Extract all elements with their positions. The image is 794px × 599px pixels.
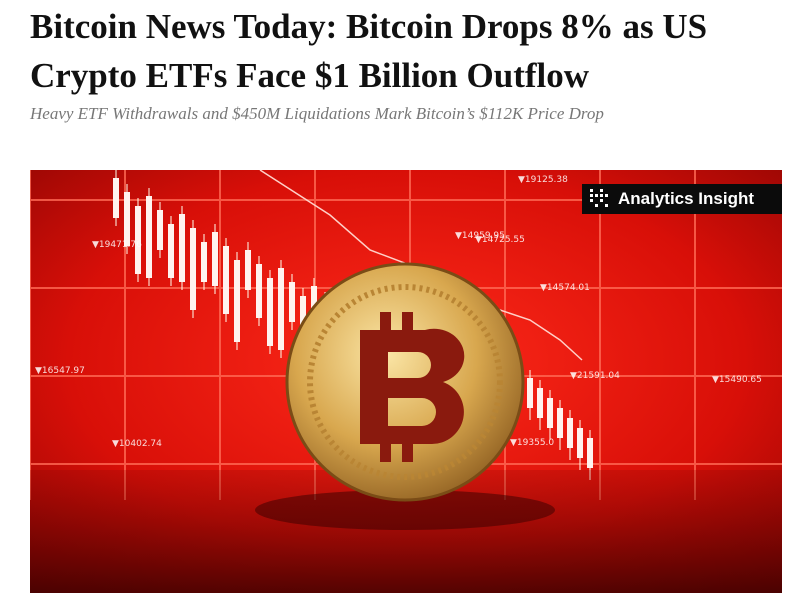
candle-body [577,428,583,458]
logo-box [582,184,782,214]
logo-dot [590,199,593,202]
logo-dot [605,204,608,207]
tickers: ▼19125.38 ▼14959.95▼14725.55 ▼14574.01 ▼194… [35,175,762,449]
ticker-label: ▼19471.76 [92,240,142,250]
candle-body [135,206,141,274]
candle-body [527,378,533,408]
logo-icon [590,189,608,207]
candle-body [179,214,185,282]
candle-body [113,178,119,218]
bitcoin-symbol [360,312,465,462]
ticker-label: ▼19125.38 [518,175,568,185]
candle-body [587,438,593,468]
candle-body [547,398,553,428]
ticker-label: ▼21591.04 [570,371,620,381]
logo-dot [590,194,593,197]
candle-body [190,228,196,310]
logo-dot [605,194,608,197]
logo-dot [595,204,598,207]
ticker-label: ▼10402.74 [112,439,162,449]
candle-body [201,242,207,282]
hero-image: ▼19125.38 ▼14959.95▼14725.55 ▼14574.01 ▼194… [30,170,782,593]
candle-body [557,408,563,438]
candle-body [245,250,251,290]
ticker-label: ▼16547.97 [35,366,85,376]
logo-dot [590,189,593,192]
article-title: Bitcoin News Today: Bitcoin Drops 8% as … [30,7,708,95]
candle-body [234,260,240,342]
logo-dot [600,194,603,197]
candle-body [267,278,273,346]
candle-body [223,246,229,314]
ticker-label: ▼19355.0 [510,438,554,448]
logo-dot [600,199,603,202]
candle-body [212,232,218,286]
candle-body [256,264,262,318]
ticker-label: ▼15490.65 [712,375,762,385]
ticker-label: ▼14725.55 [475,235,525,245]
article-subtitle: Heavy ETF Withdrawals and $450M Liquidat… [30,104,604,123]
coin-shadow [255,490,555,530]
logo-dot [600,189,603,192]
logo-dot [595,194,598,197]
candle-body [289,282,295,322]
candle-body [124,192,130,246]
coin-rim [307,284,503,480]
candle-body [278,268,284,350]
candle-body [537,388,543,418]
candle-body [157,210,163,250]
candle-body [567,418,573,448]
ticker-label: ▼14959.95 [455,231,505,241]
logo-text: Analytics Insight [618,189,754,208]
candle-body [168,224,174,278]
candle-body [146,196,152,278]
ticker-label: ▼14574.01 [540,283,590,293]
